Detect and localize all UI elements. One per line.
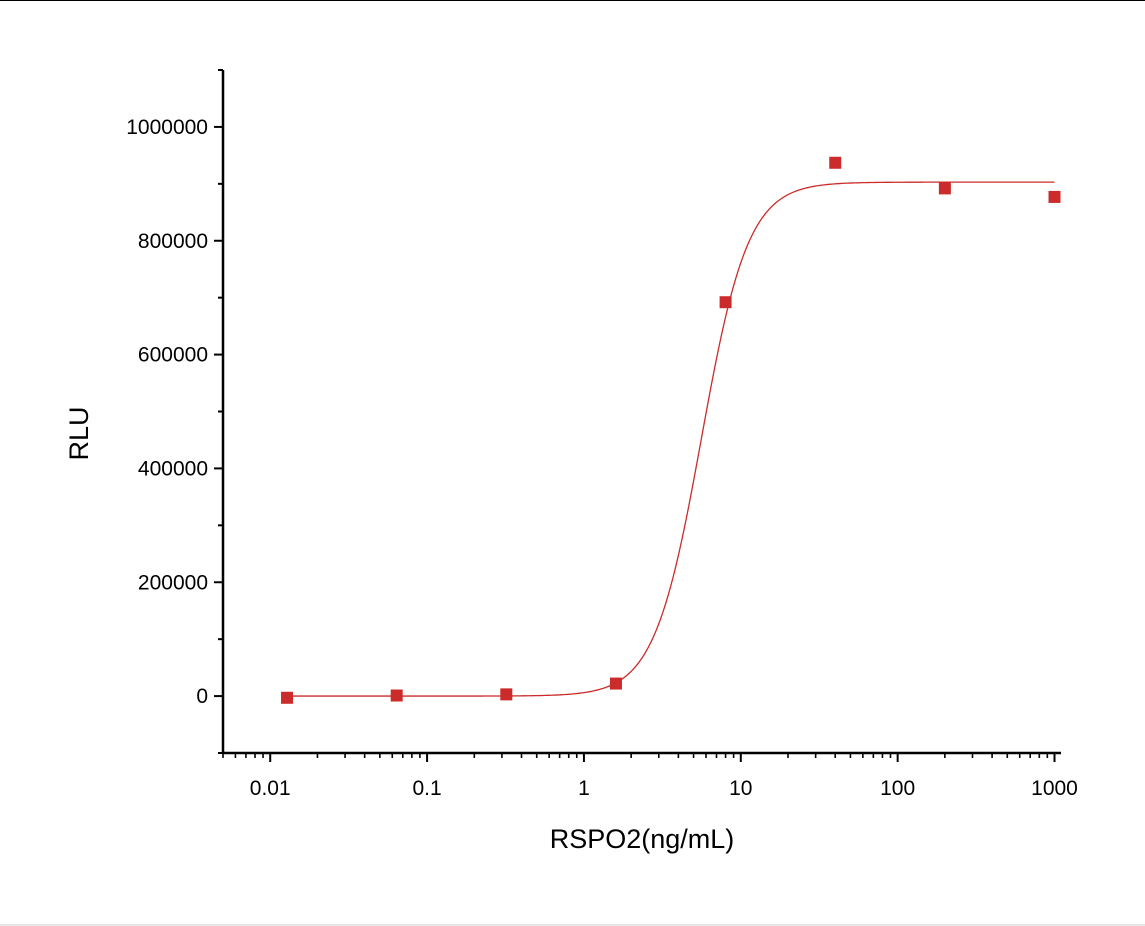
data-point xyxy=(938,182,951,195)
y-axis-title: RLU xyxy=(64,406,94,460)
x-tick-label: 0.1 xyxy=(412,777,441,800)
x-tick-label: 1000 xyxy=(1031,777,1078,800)
y-tick-label: 200000 xyxy=(138,571,208,594)
x-axis-title: RSPO2(ng/mL) xyxy=(550,824,735,854)
x-tick-label: 1 xyxy=(578,777,590,800)
x-tick-label: 10 xyxy=(729,777,752,800)
y-tick-label: 1000000 xyxy=(126,116,208,139)
x-tick-label: 100 xyxy=(880,777,915,800)
y-tick-label: 600000 xyxy=(138,344,208,367)
axes xyxy=(221,70,1061,755)
y-tick-label: 800000 xyxy=(138,230,208,253)
data-point xyxy=(390,689,403,702)
top-border xyxy=(0,0,1145,1)
data-point xyxy=(1048,190,1061,203)
bottom-border xyxy=(0,924,1145,926)
data-point xyxy=(719,296,732,309)
x-tick-label: 0.01 xyxy=(250,777,291,800)
data-point xyxy=(281,691,294,704)
data-points xyxy=(281,156,1061,704)
y-tick-label: 0 xyxy=(196,685,208,708)
data-point xyxy=(609,677,622,690)
fit-curve-line xyxy=(287,181,1055,697)
data-point xyxy=(500,688,513,701)
y-tick-label: 400000 xyxy=(138,457,208,480)
data-point xyxy=(829,156,842,169)
fit-curve-layer xyxy=(287,181,1055,697)
ticks: 0 200000 400000 600000 800000 1000000 0.01 0.1 1… xyxy=(126,69,1078,800)
